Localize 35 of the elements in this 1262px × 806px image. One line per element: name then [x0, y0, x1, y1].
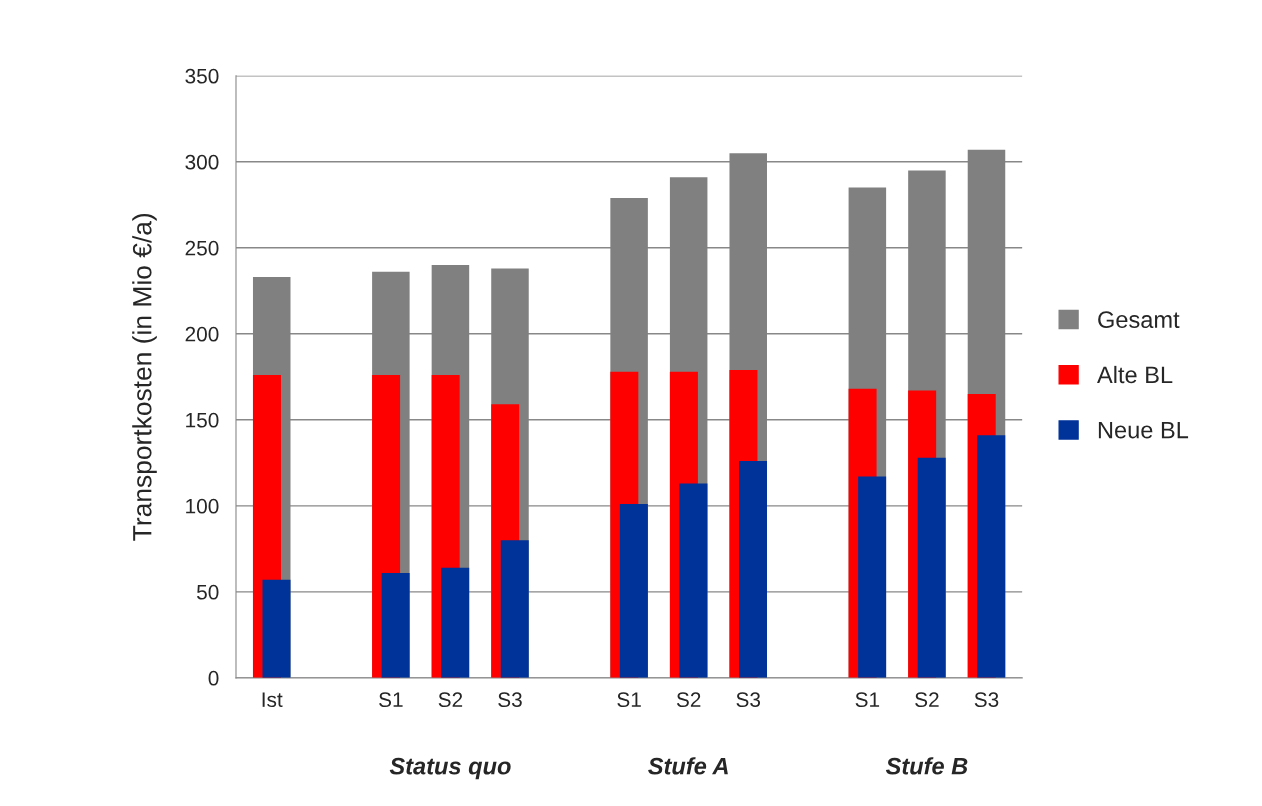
y-tick-label: 250	[185, 240, 219, 256]
y-tick-label: 100	[186, 498, 219, 514]
x-tick-label: S3	[498, 692, 522, 708]
x-tick-label: S2	[676, 692, 701, 708]
y-tick-label: 0	[208, 670, 219, 686]
legend-label: Alte BL	[1097, 365, 1173, 384]
bar	[441, 567, 470, 678]
text: Status quo	[389, 757, 511, 780]
text: Stufe A	[648, 757, 728, 775]
y-tick-label: 200	[185, 326, 219, 342]
bar	[858, 476, 887, 678]
x-tick-label: S1	[379, 692, 403, 708]
bar	[262, 579, 291, 678]
x-tick-label: S3	[974, 692, 999, 708]
bar	[619, 504, 648, 678]
x-tick-label: S1	[617, 692, 641, 708]
bar	[739, 461, 767, 678]
x-tick-label: S3	[736, 692, 761, 708]
text: Stufe B	[885, 757, 968, 775]
x-tick-label: S1	[855, 692, 880, 708]
bar	[917, 457, 946, 678]
x-tick-label: Ist	[262, 692, 283, 708]
legend-label: Gesamt	[1098, 311, 1180, 329]
x-tick-label: S2	[438, 692, 463, 708]
y-axis-title: Transportkosten (in Mio €/a)	[132, 213, 157, 541]
bar	[500, 540, 529, 678]
y-tick-label: 150	[186, 412, 219, 428]
bar	[381, 572, 410, 678]
bar	[977, 435, 1006, 678]
y-tick-label: 300	[185, 154, 219, 170]
y-tick-label: 350	[185, 68, 219, 84]
bar	[679, 483, 708, 678]
x-tick-label: S2	[915, 692, 939, 708]
y-tick-label: 50	[196, 584, 219, 600]
legend-label: Neue BL	[1098, 421, 1189, 439]
